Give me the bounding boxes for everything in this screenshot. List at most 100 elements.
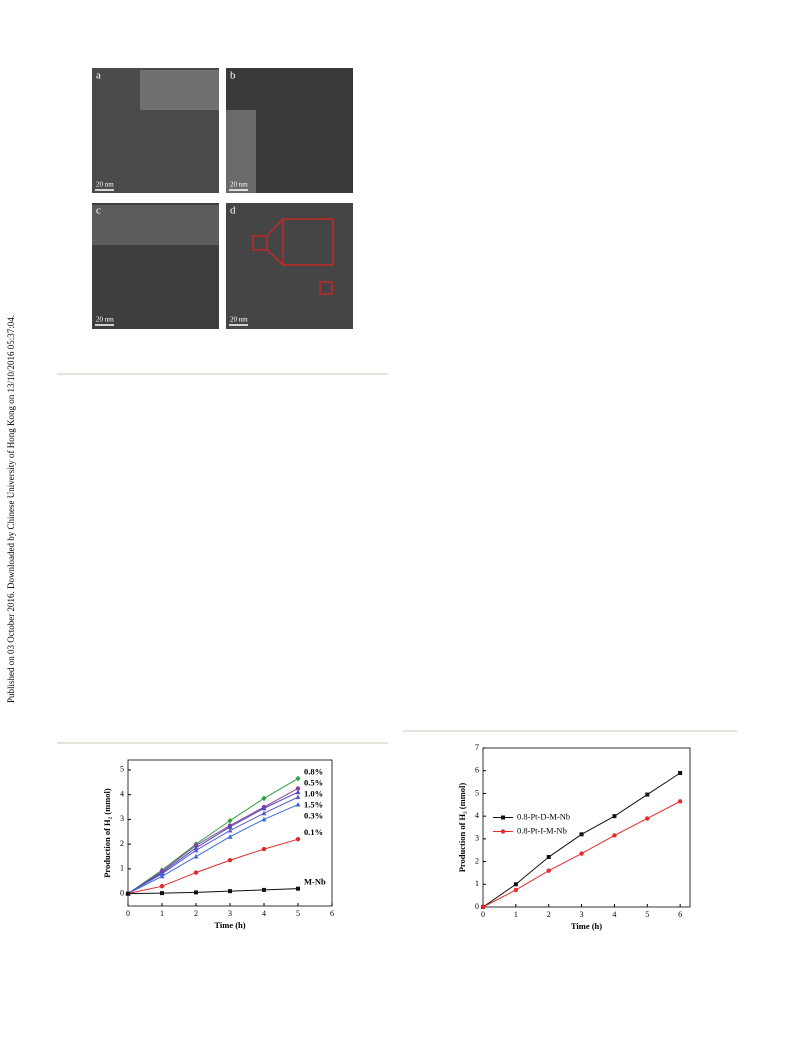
y-tick-label: 3 bbox=[120, 814, 124, 823]
y-tick-label: 5 bbox=[120, 765, 124, 774]
marker bbox=[295, 836, 301, 842]
series-label: 0.1% bbox=[304, 827, 323, 837]
image-detail bbox=[92, 205, 219, 245]
x-tick-label: 2 bbox=[547, 910, 551, 919]
data-line bbox=[127, 804, 299, 895]
marker bbox=[513, 882, 518, 887]
y-tick-label: 2 bbox=[475, 856, 479, 865]
y-tick-label: 4 bbox=[475, 811, 479, 820]
panel-label: c bbox=[96, 205, 101, 217]
scale-label: 20 nm bbox=[230, 316, 248, 324]
x-axis-label: Time (h) bbox=[571, 921, 602, 931]
marker bbox=[500, 829, 506, 834]
marker bbox=[193, 847, 199, 853]
marker bbox=[227, 827, 233, 833]
marker bbox=[579, 832, 584, 837]
marker bbox=[228, 889, 232, 894]
series-label: 1.0% bbox=[304, 789, 323, 799]
data-line bbox=[127, 888, 299, 895]
marker bbox=[227, 824, 233, 829]
marker bbox=[126, 891, 130, 896]
marker bbox=[160, 891, 164, 896]
marker bbox=[678, 770, 683, 775]
panel-label: d bbox=[230, 205, 236, 217]
y-axis-label: Production of H₂ (mmol) bbox=[102, 788, 112, 878]
marker bbox=[645, 816, 650, 821]
x-tick-label: 0 bbox=[481, 910, 485, 919]
scale-label: 20 nm bbox=[230, 181, 248, 189]
marker bbox=[295, 786, 301, 791]
marker bbox=[261, 795, 267, 802]
series-label: 0.3% bbox=[304, 811, 323, 821]
scale-label: 20 nm bbox=[96, 181, 114, 189]
panel-label: a bbox=[96, 70, 101, 82]
marker bbox=[612, 814, 617, 819]
marker bbox=[159, 871, 165, 876]
x-tick-label: 3 bbox=[228, 909, 232, 918]
series-label: M-Nb bbox=[304, 877, 326, 887]
marker bbox=[227, 834, 233, 839]
marker bbox=[261, 805, 267, 811]
data-line bbox=[127, 778, 299, 895]
marker bbox=[480, 904, 486, 910]
y-tick-label: 1 bbox=[120, 864, 124, 873]
y-tick-label: 6 bbox=[475, 766, 479, 775]
marker bbox=[513, 887, 519, 893]
marker bbox=[261, 846, 267, 852]
x-tick-label: 5 bbox=[645, 910, 649, 919]
zoom-boxes bbox=[252, 218, 334, 295]
y-tick-label: 2 bbox=[120, 839, 124, 848]
x-axis-label: Time (h) bbox=[214, 920, 245, 930]
marker bbox=[262, 887, 266, 892]
x-tick-label: 1 bbox=[514, 910, 518, 919]
marker bbox=[295, 789, 301, 795]
marker bbox=[501, 815, 505, 820]
y-tick-label: 0 bbox=[475, 902, 479, 911]
series-label: 0.8% bbox=[304, 767, 323, 777]
image bbox=[226, 203, 353, 329]
y-tick-label: 1 bbox=[475, 879, 479, 888]
series-label: 1.5% bbox=[304, 800, 323, 810]
y-tick-label: 7 bbox=[475, 743, 479, 752]
data-line bbox=[127, 838, 299, 895]
y-tick-label: 0 bbox=[120, 888, 124, 897]
x-tick-label: 4 bbox=[262, 909, 266, 918]
x-tick-label: 6 bbox=[678, 910, 682, 919]
marker bbox=[296, 886, 300, 891]
x-tick-label: 4 bbox=[612, 910, 616, 919]
y-axis-label: Production of H₂ (mmol) bbox=[457, 783, 467, 873]
image-detail bbox=[226, 110, 256, 193]
image-detail bbox=[140, 70, 219, 110]
marker bbox=[579, 851, 584, 856]
marker bbox=[193, 853, 199, 859]
data-line bbox=[482, 772, 681, 908]
marker bbox=[193, 845, 199, 850]
x-tick-label: 0 bbox=[126, 909, 130, 918]
marker bbox=[159, 884, 165, 889]
x-tick-label: 3 bbox=[580, 910, 584, 919]
marker bbox=[193, 870, 199, 875]
marker bbox=[677, 799, 683, 804]
marker bbox=[261, 816, 267, 822]
marker bbox=[227, 817, 233, 824]
marker bbox=[227, 858, 233, 863]
y-tick-label: 5 bbox=[475, 788, 479, 797]
marker bbox=[546, 868, 551, 873]
data-line bbox=[127, 791, 299, 895]
y-tick-label: 4 bbox=[120, 789, 124, 798]
legend-label: 0.8-Pt-D-M-Nb bbox=[517, 811, 570, 821]
tem-figure bbox=[92, 68, 353, 329]
plot-frame bbox=[127, 759, 333, 907]
marker bbox=[546, 855, 551, 860]
marker bbox=[159, 873, 165, 879]
marker bbox=[295, 801, 301, 807]
panel-label: b bbox=[230, 70, 236, 82]
x-tick-label: 2 bbox=[194, 909, 198, 918]
marker bbox=[194, 890, 198, 895]
marker bbox=[612, 833, 617, 838]
marker bbox=[295, 775, 301, 782]
x-tick-label: 5 bbox=[296, 909, 300, 918]
series-label: 0.5% bbox=[304, 778, 323, 788]
x-tick-label: 1 bbox=[160, 909, 164, 918]
